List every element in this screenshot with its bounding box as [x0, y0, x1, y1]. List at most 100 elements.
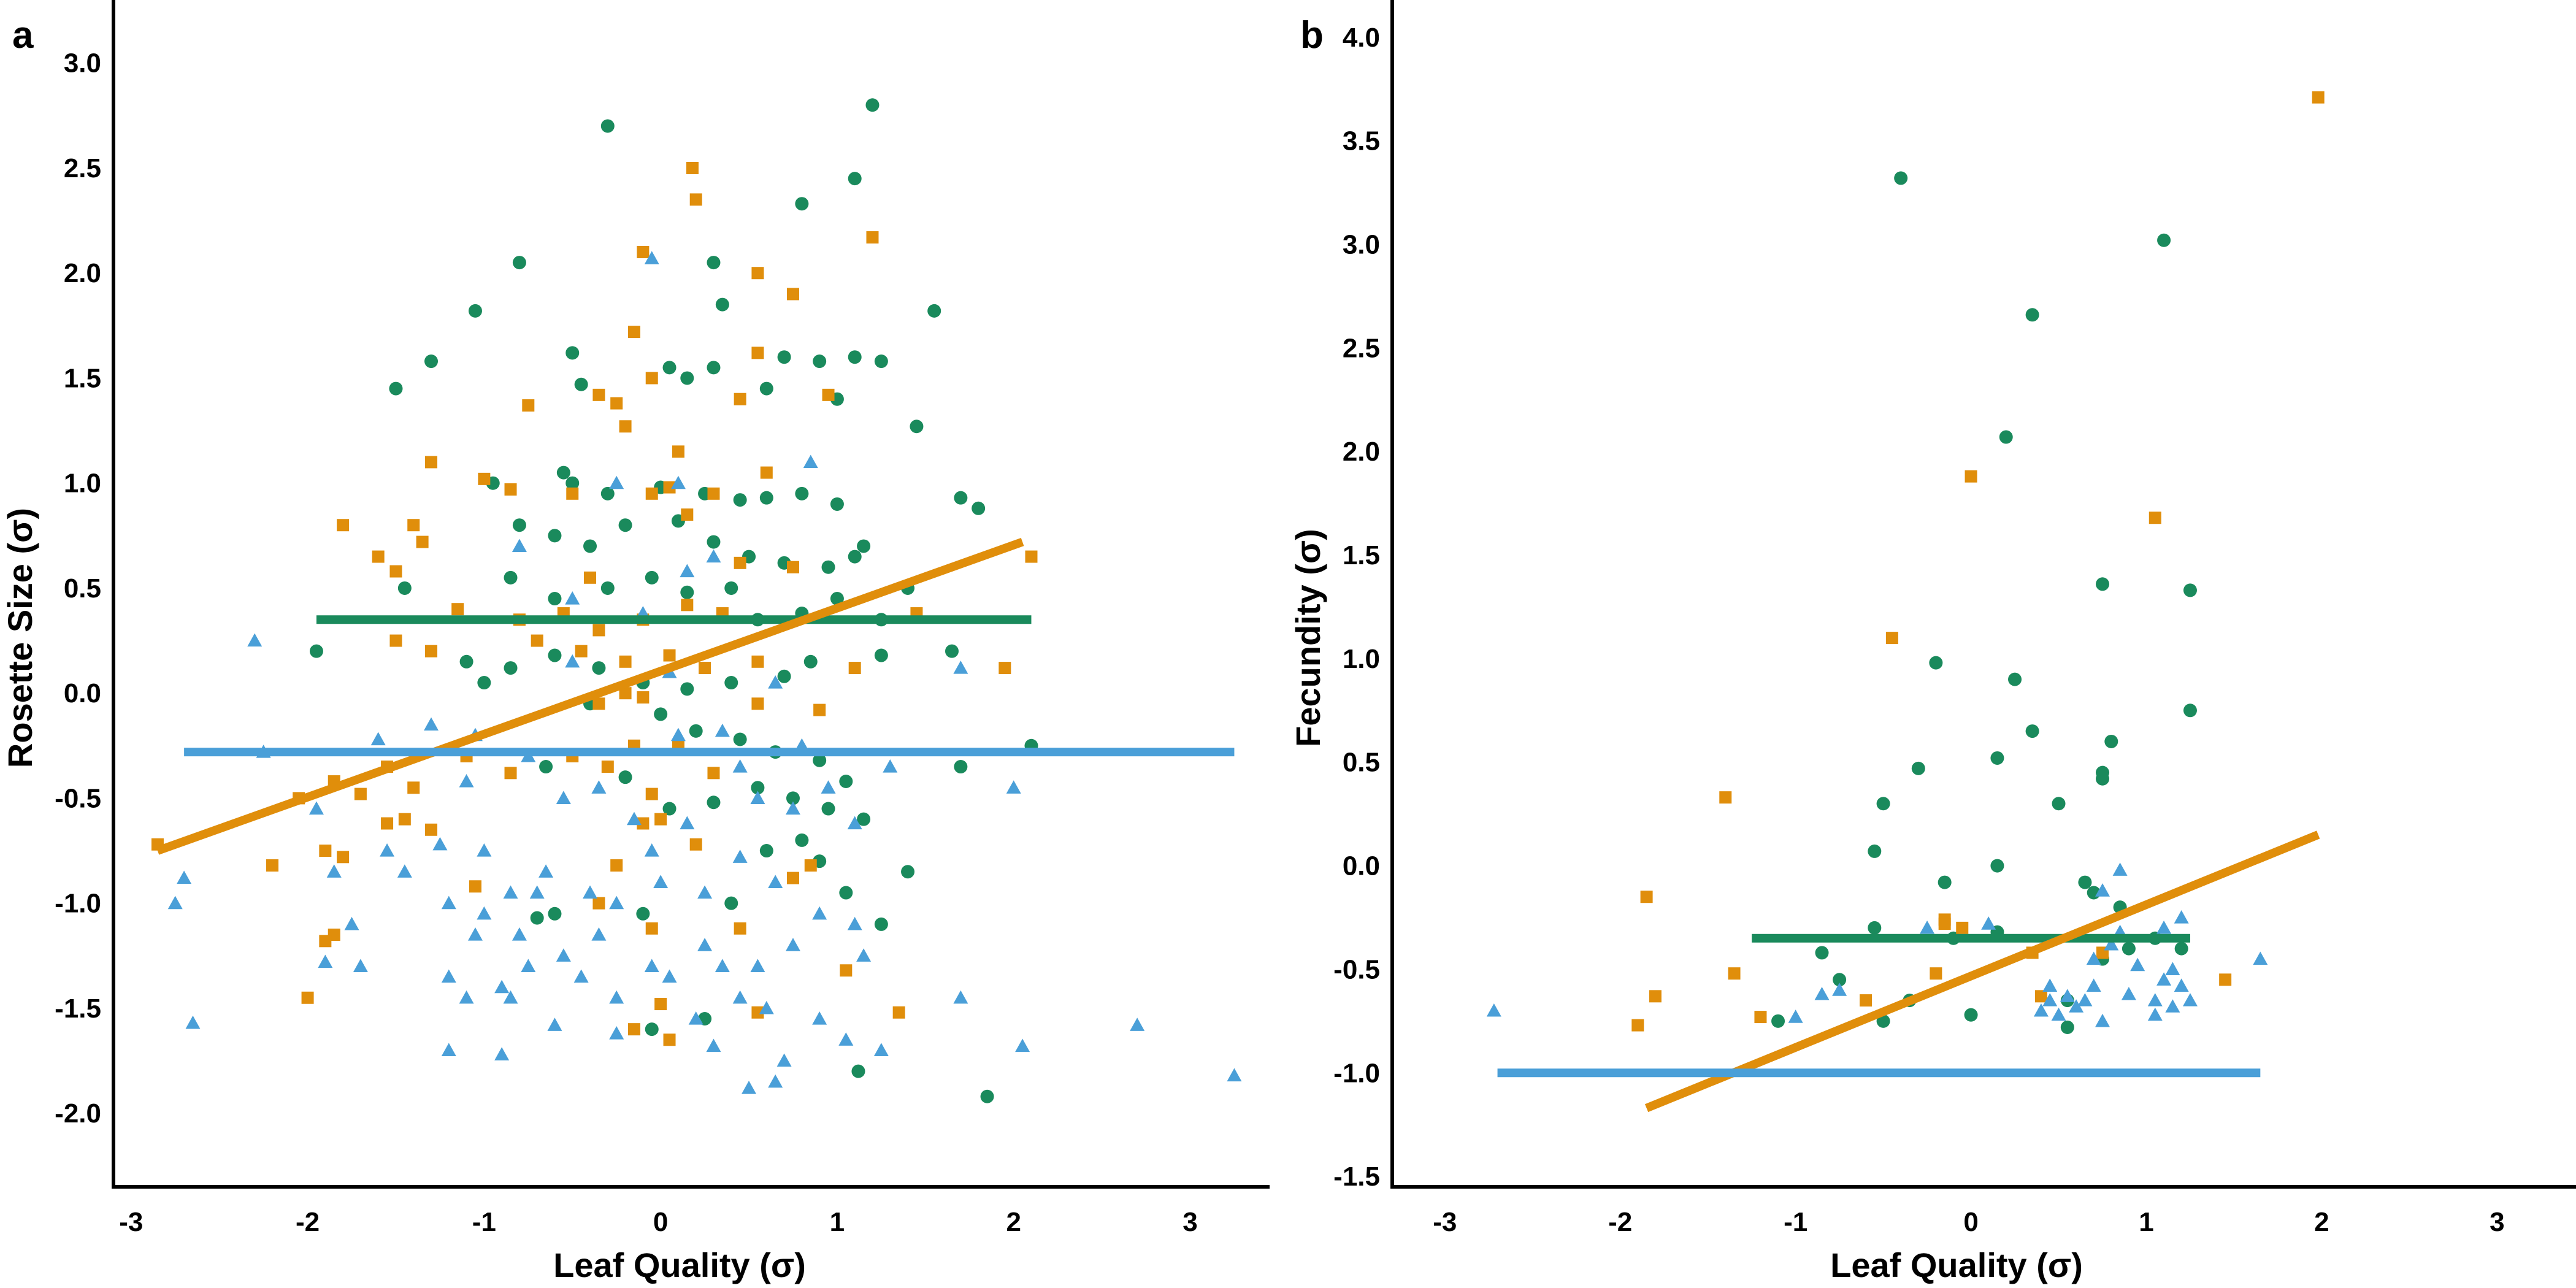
data-point-orange-square — [2034, 990, 2047, 1003]
data-point-green-circle — [424, 355, 439, 369]
data-point-blue-triangle — [742, 1081, 757, 1094]
data-point-orange-square — [1930, 967, 1942, 980]
data-point-green-circle — [839, 886, 853, 900]
data-point-orange-square — [619, 420, 632, 433]
data-point-blue-triangle — [2165, 999, 2180, 1013]
panel-b-x-tick-label: 0 — [1963, 1207, 1978, 1237]
data-point-blue-triangle — [706, 1038, 721, 1052]
data-point-orange-square — [425, 823, 438, 836]
data-point-blue-triangle — [503, 990, 518, 1004]
panel-a-x-tick-label: -3 — [119, 1207, 143, 1237]
data-point-orange-square — [425, 645, 438, 657]
data-point-green-circle — [839, 775, 853, 789]
data-point-orange-square — [707, 487, 720, 500]
data-point-green-circle — [751, 781, 765, 795]
data-point-orange-square — [398, 813, 411, 826]
panel-a-x-tick-label: 0 — [653, 1207, 668, 1237]
data-point-orange-square — [999, 662, 1011, 675]
data-point-green-circle — [874, 648, 888, 662]
data-point-blue-triangle — [2104, 937, 2119, 951]
data-point-blue-triangle — [609, 895, 624, 910]
data-point-blue-triangle — [2174, 978, 2189, 992]
data-point-green-circle — [813, 753, 827, 767]
data-point-blue-triangle — [644, 959, 659, 972]
data-point-green-circle — [954, 760, 968, 774]
data-point-green-circle — [539, 760, 553, 774]
panel-a-x-axis-label: Leaf Quality (σ) — [553, 1246, 806, 1284]
data-point-orange-square — [822, 388, 835, 401]
data-point-blue-triangle — [750, 959, 765, 972]
data-point-orange-square — [478, 472, 491, 485]
data-point-blue-triangle — [697, 885, 713, 899]
panel-b-y-axis-label: Fecundity (σ) — [1289, 529, 1327, 747]
data-point-orange-square — [1885, 632, 1898, 645]
data-point-blue-triangle — [873, 1043, 889, 1056]
panel-a-letter: a — [12, 14, 34, 56]
data-point-orange-square — [751, 697, 764, 710]
data-point-blue-triangle — [1006, 780, 1021, 794]
data-point-blue-triangle — [856, 948, 872, 962]
data-point-blue-triangle — [785, 801, 800, 815]
data-point-blue-triangle — [2174, 910, 2189, 924]
data-point-green-circle — [707, 256, 721, 270]
data-point-green-circle — [1815, 946, 1829, 960]
panel-a-y-tick-label: 3.0 — [64, 48, 101, 79]
data-point-green-circle — [777, 350, 791, 364]
data-point-blue-triangle — [785, 938, 800, 951]
data-point-orange-square — [266, 859, 279, 872]
data-point-blue-triangle — [2060, 989, 2075, 1002]
data-point-blue-triangle — [494, 979, 510, 994]
data-point-orange-square — [1631, 1019, 1644, 1032]
panel-b-y-tick-label: -1.5 — [1333, 1162, 1380, 1192]
data-point-green-circle — [707, 535, 721, 549]
data-point-green-circle — [397, 581, 412, 595]
data-point-orange-square — [381, 817, 394, 830]
data-point-blue-triangle — [556, 948, 571, 962]
data-point-blue-triangle — [838, 1032, 854, 1046]
data-point-green-circle — [857, 539, 871, 553]
data-point-blue-triangle — [2147, 993, 2163, 1006]
data-point-orange-square — [319, 935, 332, 948]
data-point-blue-triangle — [1920, 920, 1935, 934]
data-point-blue-triangle — [609, 1025, 624, 1040]
data-point-orange-square — [337, 519, 350, 532]
data-point-green-circle — [645, 1022, 659, 1037]
data-point-orange-square — [645, 788, 658, 800]
data-point-blue-triangle — [1015, 1038, 1030, 1052]
panel-b-x-tick-label: 2 — [2314, 1207, 2329, 1237]
data-point-orange-square — [637, 817, 650, 830]
data-point-green-circle — [680, 682, 694, 696]
data-point-orange-square — [627, 1023, 640, 1036]
data-point-blue-triangle — [318, 954, 333, 968]
panel-a-y-tick-label: 2.5 — [64, 153, 101, 183]
data-point-blue-triangle — [2033, 1003, 2049, 1017]
data-point-green-circle — [830, 497, 844, 511]
data-point-green-circle — [600, 581, 615, 595]
data-point-blue-triangle — [847, 816, 862, 830]
data-point-green-circle — [468, 304, 482, 318]
data-point-blue-triangle — [2042, 978, 2058, 992]
data-point-blue-triangle — [688, 1011, 703, 1025]
data-point-green-circle — [512, 256, 526, 270]
panel-a-y-tick-label: 2.0 — [64, 258, 101, 288]
data-point-orange-square — [654, 813, 667, 826]
data-point-blue-triangle — [768, 675, 783, 689]
panel-a-y-tick-label: -2.0 — [55, 1098, 101, 1129]
data-point-green-circle — [2122, 941, 2136, 956]
data-point-green-circle — [874, 355, 888, 369]
panel-b-chart: b -3 -2 -1 0 1 2 3 -1.5 -1.0 -0.5 0.0 0.5 1.0 1.5 2.0 2… — [1289, 0, 2576, 1284]
data-point-green-circle — [927, 304, 941, 318]
data-point-blue-triangle — [494, 1047, 510, 1060]
data-point-orange-square — [389, 565, 402, 578]
data-point-green-circle — [795, 197, 809, 211]
data-point-blue-triangle — [609, 990, 624, 1004]
panel-a-y-tick-label: -1.0 — [55, 889, 101, 919]
data-point-orange-square — [645, 922, 658, 935]
data-point-green-circle — [857, 812, 871, 826]
data-point-green-circle — [2183, 703, 2197, 718]
panel-b-y-tick-label: 2.5 — [1343, 333, 1380, 363]
data-point-orange-square — [760, 466, 773, 479]
data-point-blue-triangle — [583, 885, 598, 899]
data-point-blue-triangle — [2156, 920, 2172, 934]
data-point-blue-triangle — [2069, 999, 2084, 1013]
